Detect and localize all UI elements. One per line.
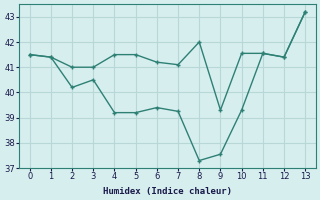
X-axis label: Humidex (Indice chaleur): Humidex (Indice chaleur) (103, 187, 232, 196)
